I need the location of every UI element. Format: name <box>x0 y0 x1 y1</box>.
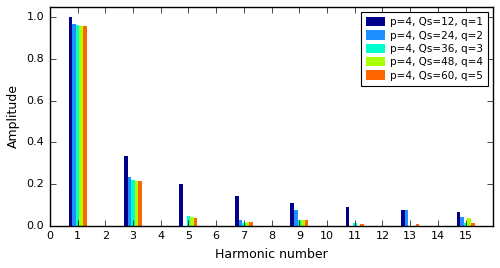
Bar <box>132 180 135 226</box>
Bar <box>298 220 301 226</box>
Bar <box>72 24 76 226</box>
Bar <box>353 223 356 226</box>
Bar <box>128 177 132 226</box>
Bar <box>76 25 80 226</box>
Bar <box>471 223 474 226</box>
Bar <box>294 210 298 226</box>
Bar <box>401 210 405 226</box>
Bar <box>246 222 250 226</box>
Bar <box>468 218 471 226</box>
Bar <box>301 220 304 226</box>
X-axis label: Harmonic number: Harmonic number <box>215 248 328 261</box>
Y-axis label: Amplitude: Amplitude <box>6 84 20 148</box>
Bar <box>416 224 419 226</box>
Legend: p=4, Qs=12, q=1, p=4, Qs=24, q=2, p=4, Qs=36, q=3, p=4, Qs=48, q=4, p=4, Qs=60, : p=4, Qs=12, q=1, p=4, Qs=24, q=2, p=4, Q… <box>361 12 488 86</box>
Bar <box>138 181 142 226</box>
Bar <box>186 215 190 226</box>
Bar <box>346 207 350 226</box>
Bar <box>83 26 86 226</box>
Bar <box>80 26 83 226</box>
Bar <box>405 210 408 226</box>
Bar <box>464 223 468 226</box>
Bar <box>242 223 246 226</box>
Bar <box>194 218 198 226</box>
Bar <box>360 224 364 226</box>
Bar <box>68 17 72 226</box>
Bar <box>250 222 253 226</box>
Bar <box>460 218 464 226</box>
Bar <box>456 212 460 226</box>
Bar <box>180 184 183 226</box>
Bar <box>124 156 128 226</box>
Bar <box>135 181 138 226</box>
Bar <box>235 196 238 226</box>
Bar <box>304 220 308 226</box>
Bar <box>290 203 294 226</box>
Bar <box>238 219 242 226</box>
Bar <box>190 218 194 226</box>
